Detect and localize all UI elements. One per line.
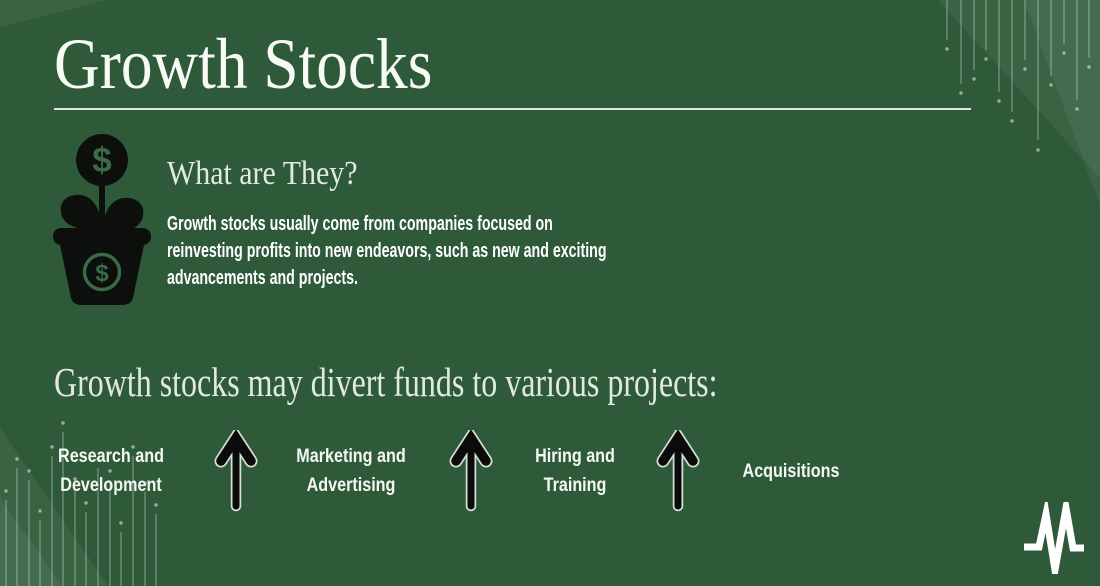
up-arrow-icon xyxy=(449,430,493,512)
section-heading-divert-funds: Growth stocks may divert funds to variou… xyxy=(54,359,718,405)
section-body-text: Growth stocks usually come from companie… xyxy=(167,213,607,289)
leaf-left xyxy=(60,194,101,230)
project-item-hiring-training: Hiring and Training xyxy=(535,446,615,496)
corner-triangle-top-right-inner xyxy=(1024,0,1100,205)
pot-dollar-glyph: $ xyxy=(95,260,109,287)
money-plant-icon: $ $ xyxy=(53,134,151,305)
up-arrow-icon xyxy=(656,430,700,512)
corner-triangle-top-right xyxy=(938,0,1100,178)
project-item-marketing-advertising: Marketing and Advertising xyxy=(296,446,406,496)
pulse-m-logo xyxy=(1024,502,1084,574)
pot-rim xyxy=(53,228,151,245)
corner-triangle-bottom-left-inner xyxy=(0,498,62,586)
up-arrow-icon xyxy=(214,430,258,512)
coin-dollar-glyph: $ xyxy=(92,141,111,180)
section-heading-what-are-they: What are They? xyxy=(167,155,358,192)
corner-triangle-bottom-left xyxy=(0,428,108,586)
page-title: Growth Stocks xyxy=(54,24,433,104)
pot-coin-ring xyxy=(82,252,122,292)
falling-lines-decoration xyxy=(4,0,1091,586)
project-item-research-development: Research and Development xyxy=(58,446,164,496)
corner-triangle-top-left xyxy=(0,0,106,27)
leaf-right xyxy=(103,197,144,233)
pot-body xyxy=(60,245,144,305)
project-item-acquisitions: Acquisitions xyxy=(742,460,840,482)
title-divider xyxy=(54,108,971,110)
